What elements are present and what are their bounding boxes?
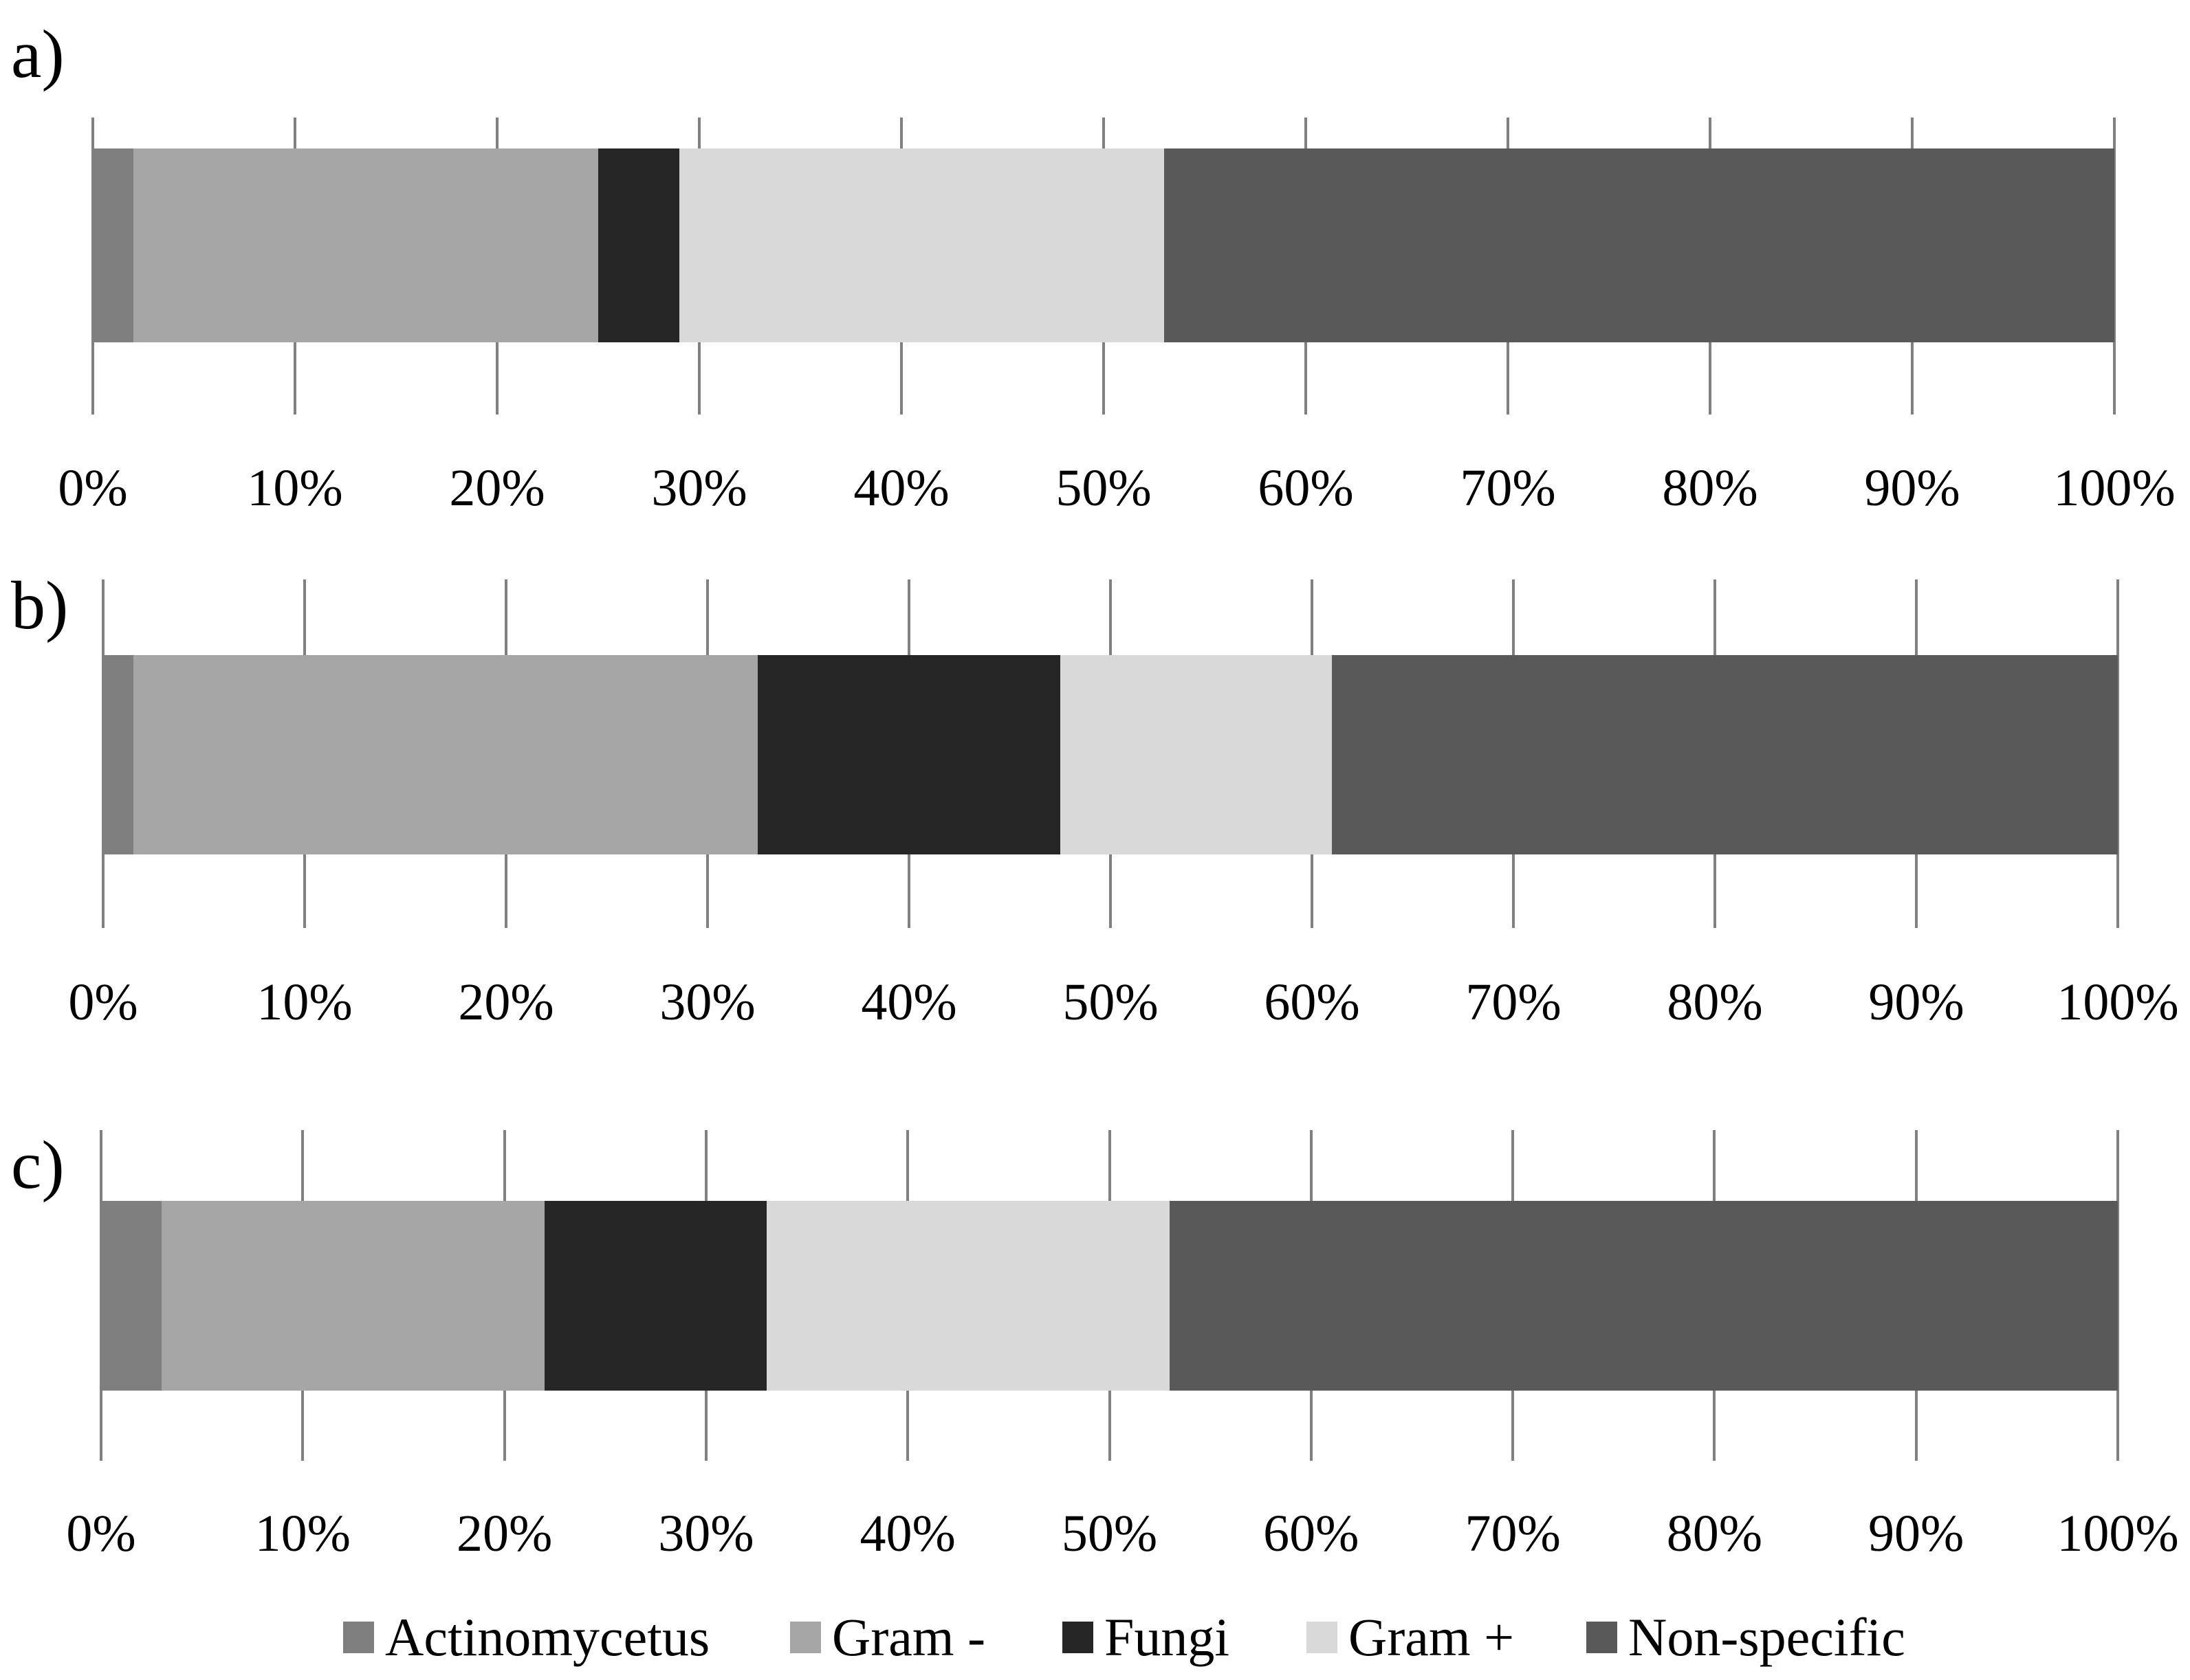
axis-tick-label: 30% bbox=[659, 973, 756, 1031]
bar-segment-fungi bbox=[598, 148, 679, 342]
axis-tick-label: 60% bbox=[1258, 459, 1354, 517]
stacked-bar-b bbox=[103, 655, 2118, 854]
axis-tick-label: 10% bbox=[254, 1505, 351, 1562]
legend-item-actinomycetus: Actinomycetus bbox=[343, 1603, 710, 1672]
axis-tick-label: 0% bbox=[68, 973, 138, 1031]
axis-tick-label: 90% bbox=[1868, 1505, 1964, 1562]
axis-tick-label: 30% bbox=[651, 459, 747, 517]
legend-label-fungi: Fungi bbox=[1104, 1607, 1230, 1667]
axis-tick-label: 70% bbox=[1465, 1505, 1561, 1562]
stacked-bar-a bbox=[93, 148, 2114, 342]
axis-tick-label: 60% bbox=[1263, 1505, 1359, 1562]
axis-tick-label: 20% bbox=[449, 459, 545, 517]
legend: Actinomycetus Gram - Fungi Gram + Non-sp… bbox=[0, 1603, 2190, 1672]
axis-tick-label: 70% bbox=[1460, 459, 1556, 517]
axis-tick-label: 10% bbox=[247, 459, 343, 517]
axis-tick-label: 80% bbox=[1667, 973, 1763, 1031]
axis-tick-label: 100% bbox=[2053, 459, 2176, 517]
axis-tick-label: 10% bbox=[256, 973, 353, 1031]
axis-tick-label: 50% bbox=[1061, 1505, 1158, 1562]
legend-label-gram-positive: Gram + bbox=[1348, 1607, 1515, 1667]
bar-segment-fungi bbox=[758, 655, 1060, 854]
chart-c-label: c) bbox=[11, 1127, 65, 1203]
bar-segment-gram-+ bbox=[766, 1201, 1170, 1391]
legend-item-non-specific: Non-specific bbox=[1586, 1603, 1905, 1672]
axis-tick bbox=[2116, 579, 2119, 928]
axis-tick-label: 70% bbox=[1465, 973, 1562, 1031]
bar-segment-non-specific bbox=[1170, 1201, 2118, 1391]
axis-tick-label: 60% bbox=[1264, 973, 1360, 1031]
axis-tick-label: 100% bbox=[2057, 1505, 2179, 1562]
legend-swatch-fungi bbox=[1062, 1622, 1093, 1653]
chart-b-label: b) bbox=[11, 567, 69, 643]
axis-tick bbox=[2116, 1130, 2119, 1461]
legend-item-gram-negative: Gram - bbox=[790, 1603, 985, 1672]
axis-tick-label: 50% bbox=[1055, 459, 1152, 517]
axis-tick-label: 40% bbox=[861, 973, 957, 1031]
legend-label-actinomycetus: Actinomycetus bbox=[385, 1607, 710, 1667]
legend-swatch-non-specific bbox=[1586, 1622, 1617, 1653]
legend-swatch-actinomycetus bbox=[343, 1622, 374, 1653]
axis-tick-label: 0% bbox=[66, 1505, 136, 1562]
legend-swatch-gram-negative bbox=[790, 1622, 821, 1653]
axis-tick-label: 0% bbox=[58, 459, 128, 517]
bar-segment-gram-- bbox=[133, 655, 758, 854]
legend-item-gram-positive: Gram + bbox=[1306, 1603, 1514, 1672]
axis-tick-label: 100% bbox=[2057, 973, 2179, 1031]
legend-label-non-specific: Non-specific bbox=[1628, 1607, 1905, 1667]
axis-tick bbox=[2113, 118, 2116, 415]
axis-tick-label: 20% bbox=[458, 973, 554, 1031]
legend-swatch-gram-positive bbox=[1306, 1622, 1337, 1653]
axis-tick-label: 80% bbox=[1666, 1505, 1763, 1562]
bar-segment-non-specific bbox=[1164, 148, 2114, 342]
legend-item-fungi: Fungi bbox=[1062, 1603, 1229, 1672]
axis-tick-label: 30% bbox=[658, 1505, 754, 1562]
bar-segment-actinomycetus bbox=[103, 655, 133, 854]
bar-segment-gram-- bbox=[133, 148, 598, 342]
axis-tick-label: 90% bbox=[1864, 459, 1960, 517]
bar-segment-non-specific bbox=[1332, 655, 2118, 854]
bar-segment-gram-- bbox=[161, 1201, 545, 1391]
stacked-bar-c bbox=[101, 1201, 2118, 1391]
axis-tick-label: 20% bbox=[456, 1505, 553, 1562]
bar-segment-fungi bbox=[545, 1201, 767, 1391]
chart-a-label: a) bbox=[11, 16, 65, 92]
axis-tick-label: 50% bbox=[1062, 973, 1159, 1031]
bar-segment-gram-+ bbox=[679, 148, 1165, 342]
axis-tick-label: 80% bbox=[1662, 459, 1758, 517]
bar-segment-actinomycetus bbox=[101, 1201, 162, 1391]
bar-segment-actinomycetus bbox=[93, 148, 133, 342]
axis-tick-label: 40% bbox=[859, 1505, 956, 1562]
axis-tick-label: 90% bbox=[1868, 973, 1964, 1031]
axis-tick-label: 40% bbox=[853, 459, 950, 517]
legend-label-gram-negative: Gram - bbox=[832, 1607, 986, 1667]
bar-segment-gram-+ bbox=[1060, 655, 1333, 854]
